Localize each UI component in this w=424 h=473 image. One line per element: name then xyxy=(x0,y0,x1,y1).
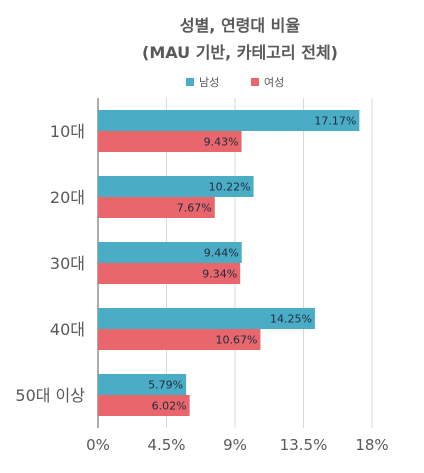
category-label: 20대 xyxy=(50,188,85,207)
legend-swatch xyxy=(251,78,259,86)
data-label: 7.67% xyxy=(177,202,212,215)
bar xyxy=(98,374,187,395)
x-tick-label: 0% xyxy=(86,436,110,454)
data-label: 10.22% xyxy=(209,181,251,194)
data-label: 14.25% xyxy=(270,313,312,326)
category-label: 50대 이상 xyxy=(15,386,85,405)
data-label: 9.43% xyxy=(204,136,239,149)
bars xyxy=(98,110,360,416)
bar xyxy=(98,242,242,263)
data-label: 6.02% xyxy=(152,400,187,413)
legend: 남성 여성 xyxy=(186,76,284,89)
bar xyxy=(98,176,254,197)
bar xyxy=(98,131,242,152)
x-tick-label: 9% xyxy=(223,436,247,454)
bar xyxy=(98,110,360,131)
chart-title: 성별, 연령대 비율 xyxy=(180,16,301,35)
legend-label: 남성 xyxy=(199,76,219,89)
legend-swatch xyxy=(186,78,194,86)
data-label: 5.79% xyxy=(148,379,183,392)
bar xyxy=(98,329,261,350)
data-label: 9.44% xyxy=(204,247,239,260)
data-label: 9.34% xyxy=(202,268,237,281)
bar xyxy=(98,395,190,416)
legend-label: 여성 xyxy=(264,76,284,89)
bar xyxy=(98,263,241,284)
data-label: 17.17% xyxy=(314,115,356,128)
data-label: 10.67% xyxy=(215,334,257,347)
category-labels: 10대 20대 30대 40대 50대 이상 xyxy=(15,122,85,405)
category-label: 40대 xyxy=(50,320,85,339)
bar xyxy=(98,197,215,218)
bar xyxy=(98,308,315,329)
data-labels: 17.17% 9.43% 10.22% 7.67% 9.44% 9.34% 14.25% 10… xyxy=(148,115,356,413)
x-tick-label: 4.5% xyxy=(147,436,185,454)
x-tick-label: 13.5% xyxy=(280,436,328,454)
category-label: 30대 xyxy=(50,254,85,273)
x-tick-label: 18% xyxy=(355,436,388,454)
chart-subtitle: (MAU 기반, 카테고리 전체) xyxy=(142,43,338,62)
x-tick-labels: 0% 4.5% 9% 13.5% 18% xyxy=(86,436,389,454)
category-label: 10대 xyxy=(50,122,85,141)
